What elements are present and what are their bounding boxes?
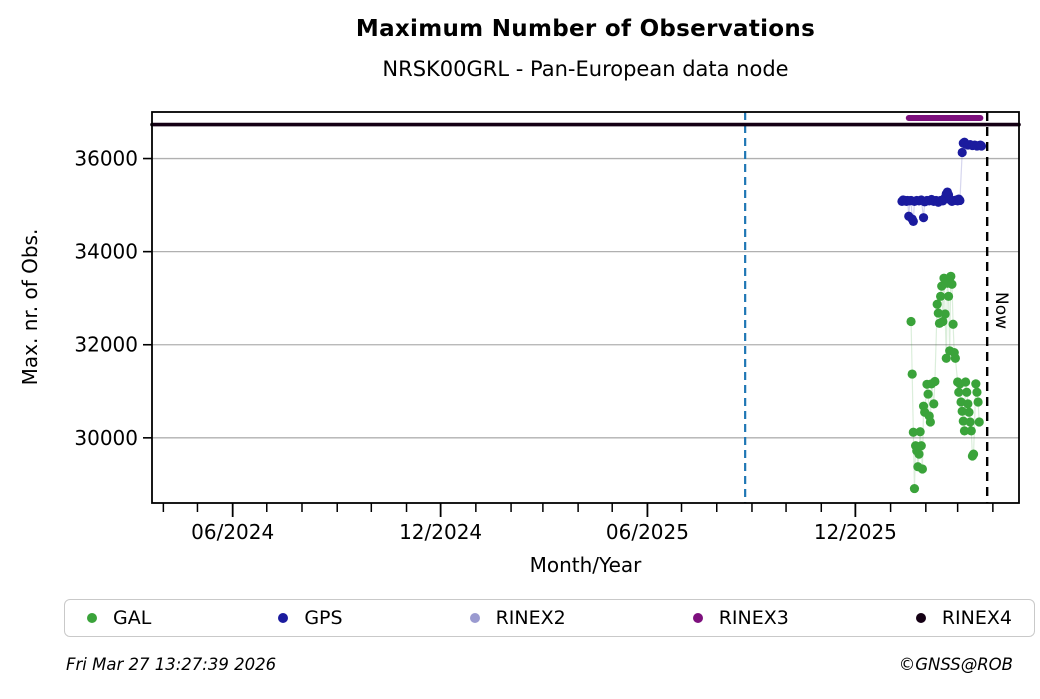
chart-canvas: 30000 32000 34000 36000 06/2024 12/2024 06/202… <box>74 111 1021 544</box>
legend-label: RINEX4 <box>941 607 1012 629</box>
data-point-gal <box>963 399 973 409</box>
data-point-gal <box>964 407 974 417</box>
now-line-label: Now <box>991 292 1011 330</box>
data-point-gal <box>972 387 982 397</box>
x-tick-label: 06/2025 <box>606 520 689 544</box>
data-point-gal <box>965 417 975 427</box>
data-point-gal <box>971 379 981 389</box>
data-point-gal <box>925 417 935 427</box>
data-point-gal <box>946 271 956 281</box>
data-point-gal <box>932 299 942 309</box>
legend-item-rinex2: RINEX2 <box>469 607 566 629</box>
data-point-gal <box>973 397 983 407</box>
data-point-gal <box>962 387 972 397</box>
plot-frame <box>151 111 1020 504</box>
legend-item-rinex3: RINEX3 <box>692 607 789 629</box>
data-point-gal <box>950 353 960 363</box>
legend-label: GAL <box>113 607 152 629</box>
data-point-gal <box>947 279 957 289</box>
data-point-gal <box>954 387 964 397</box>
y-tick-label: 30000 <box>74 426 138 450</box>
data-point-gal <box>941 353 951 363</box>
data-point-gal <box>933 308 943 318</box>
y-tick-label: 34000 <box>74 240 138 264</box>
data-point-gal <box>940 309 950 319</box>
data-point-gal <box>974 417 984 427</box>
data-point-gal <box>916 441 926 451</box>
y-tick-label: 36000 <box>74 147 138 171</box>
legend-item-gal: GAL <box>87 607 151 629</box>
data-point-gal <box>966 426 976 436</box>
data-point-gal <box>938 316 948 327</box>
copyright-label: ©GNSS@ROB <box>898 655 1013 674</box>
data-point-gps <box>957 147 967 158</box>
data-point-gal <box>915 427 925 437</box>
data-point-gal <box>960 377 971 387</box>
data-point-gal <box>959 426 970 436</box>
data-point-gal <box>929 399 939 409</box>
data-point-gps <box>908 216 918 226</box>
data-point-gal <box>935 291 946 301</box>
legend-label: GPS <box>304 607 343 629</box>
data-point-gal <box>968 449 979 459</box>
legend-dot-icon <box>278 613 289 623</box>
data-point-gal <box>958 416 968 426</box>
data-point-gps <box>955 195 965 206</box>
data-point-gal <box>923 389 933 399</box>
legend-item-rinex4: RINEX4 <box>915 607 1012 629</box>
chart-subtitle: NRSK00GRL - Pan-European data node <box>382 57 789 81</box>
x-tick-label: 12/2024 <box>399 520 482 544</box>
data-point-gal <box>917 464 928 474</box>
legend-label: RINEX2 <box>495 607 566 629</box>
x-axis-label: Month/Year <box>529 553 642 577</box>
y-axis-label: Max. nr. of Obs. <box>18 228 42 386</box>
legend-dot-icon <box>87 613 97 623</box>
data-point-gal <box>908 427 918 437</box>
legend-dot-icon <box>915 613 926 623</box>
legend-item-gps: GPS <box>278 607 343 629</box>
data-point-gal <box>914 449 924 459</box>
data-point-gal <box>948 319 958 329</box>
series-connector-gps <box>901 141 982 224</box>
data-point-gal <box>906 316 916 327</box>
legend-label: RINEX3 <box>718 607 789 629</box>
x-tick-label: 06/2024 <box>191 520 274 544</box>
data-point-gal <box>907 369 917 379</box>
chart-title: Maximum Number of Observations <box>355 16 816 42</box>
data-point-gal <box>957 406 967 416</box>
data-point-gps <box>976 141 987 151</box>
data-point-gal <box>943 291 954 301</box>
legend-dot-icon <box>692 613 703 623</box>
data-point-gal <box>909 483 920 494</box>
legend: GAL GPS RINEX2 RINEX3 RINEX4 <box>64 599 1035 637</box>
data-point-gal <box>930 376 940 387</box>
data-point-gps <box>918 213 929 223</box>
legend-dot-icon <box>469 613 480 623</box>
y-tick-label: 32000 <box>74 333 138 357</box>
plot-generated-timestamp: Fri Mar 27 13:27:39 2026 <box>66 655 277 674</box>
x-tick-label: 12/2025 <box>814 520 897 544</box>
